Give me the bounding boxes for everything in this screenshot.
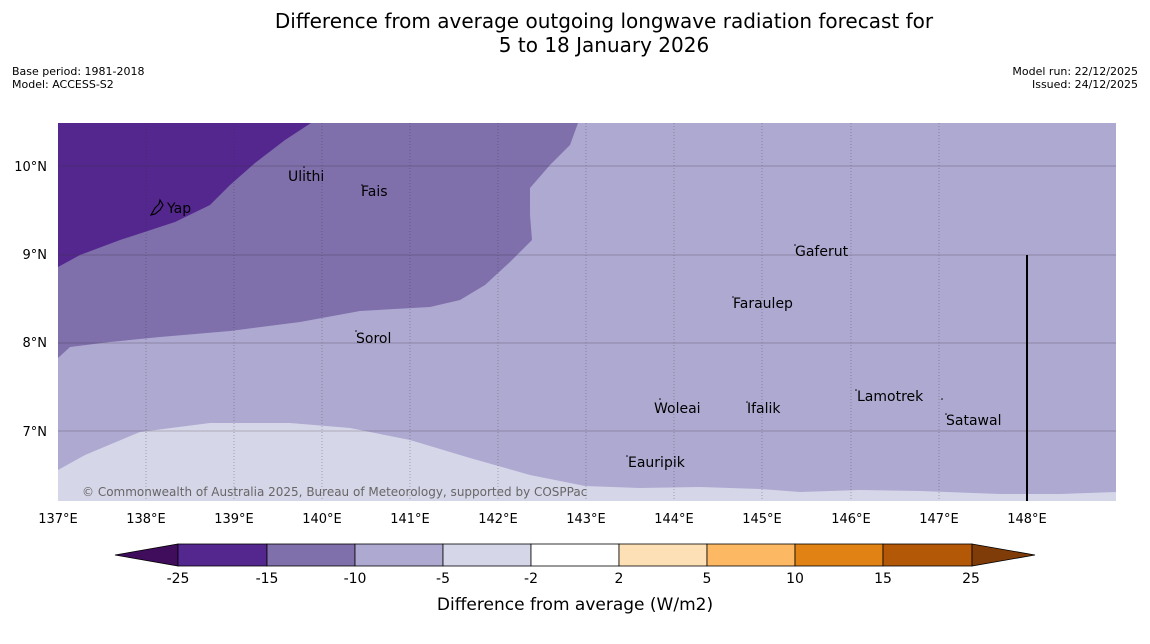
lat-label-7: 7°N xyxy=(23,425,48,440)
lon-label-139: 139°E xyxy=(214,512,254,527)
yap-island-outline xyxy=(149,198,164,216)
lon-label-137: 137°E xyxy=(38,512,78,527)
chart-title: Difference from average outgoing longwav… xyxy=(0,9,1150,57)
place-label-satawal: Satawal xyxy=(946,413,1001,429)
lon-label-140: 140°E xyxy=(302,512,342,527)
place-label-lamotrek: Lamotrek xyxy=(857,389,924,405)
island-dot-gaferut xyxy=(794,244,796,246)
island-dot-ifalik xyxy=(746,401,748,403)
colorbar-bin-9 xyxy=(882,543,973,567)
colorbar-tick-neg5: -5 xyxy=(436,571,450,587)
island-dot-ulithi xyxy=(303,166,305,168)
colorbar-tick-neg2: -2 xyxy=(524,571,538,587)
lon-label-145: 145°E xyxy=(742,512,782,527)
island-dot-extra xyxy=(941,398,943,400)
lat-label-10: 10°N xyxy=(14,160,47,175)
copyright-note: © Commonwealth of Australia 2025, Bureau… xyxy=(82,485,587,499)
title-line-1: Difference from average outgoing longwav… xyxy=(274,9,934,33)
colorbar-tick-10: 10 xyxy=(786,571,804,587)
place-labels: Yap Ulithi Fais Gaferut Faraulep Sorol W… xyxy=(166,169,1001,471)
lat-label-9: 9°N xyxy=(23,248,48,263)
colorbar-bin-8 xyxy=(794,543,884,567)
colorbar-tick-5: 5 xyxy=(703,571,712,587)
island-dot-fais xyxy=(361,184,363,186)
colorbar-tick-15: 15 xyxy=(874,571,892,587)
lon-axis-labels: 137°E 138°E 139°E 140°E 141°E 142°E 143°… xyxy=(38,512,1047,527)
place-label-woleai: Woleai xyxy=(654,401,701,417)
place-label-fais: Fais xyxy=(361,184,388,200)
base-period: Base period: 1981-2018 xyxy=(12,65,145,78)
colorbar-tick-neg10: -10 xyxy=(344,571,367,587)
colorbar-title: Difference from average (W/m2) xyxy=(437,595,713,615)
anomaly-region-neg5-neg2 xyxy=(58,423,1116,501)
anomaly-region-neg25-neg15 xyxy=(58,123,311,267)
colorbar-bin-3 xyxy=(354,543,444,567)
place-label-eauripik: Eauripik xyxy=(628,455,686,471)
colorbar-bin-7 xyxy=(706,543,796,567)
lon-label-144: 144°E xyxy=(654,512,694,527)
meta-right: Model run: 22/12/2025 Issued: 24/12/2025 xyxy=(1012,65,1138,91)
island-dot-satawal xyxy=(945,413,947,415)
lon-label-141: 141°E xyxy=(390,512,430,527)
lon-label-146: 146°E xyxy=(831,512,871,527)
lon-label-143: 143°E xyxy=(566,512,606,527)
colorbar-extend-low xyxy=(114,543,179,567)
lon-label-142: 142°E xyxy=(478,512,518,527)
model-name: Model: ACCESS-S2 xyxy=(12,78,114,91)
place-label-faraulep: Faraulep xyxy=(733,296,793,312)
island-dot-woleai xyxy=(659,398,661,400)
colorbar-extend-high xyxy=(971,543,1036,567)
island-dot-sorol xyxy=(355,330,357,332)
colorbar-bin-2 xyxy=(266,543,356,567)
colorbar-tick-2: 2 xyxy=(615,571,624,587)
title-line-2: 5 to 18 January 2026 xyxy=(498,33,710,57)
colorbar-bin-4 xyxy=(442,543,532,567)
colorbar-bin-6 xyxy=(618,543,708,567)
island-dot-faraulep xyxy=(732,296,734,298)
island-dot-eauripik xyxy=(626,455,628,457)
colorbar-bin-1 xyxy=(177,543,268,567)
island-dots xyxy=(303,166,947,457)
place-label-sorol: Sorol xyxy=(356,331,391,347)
colorbar-bin-5 xyxy=(530,543,620,567)
place-label-ulithi: Ulithi xyxy=(288,169,324,185)
place-label-gaferut: Gaferut xyxy=(795,244,849,260)
lat-label-8: 8°N xyxy=(23,336,48,351)
place-label-ifalik: Ifalik xyxy=(747,401,781,417)
colorbar-legend: -25 -15 -10 -5 -2 2 5 10 15 25 Differenc… xyxy=(114,543,1036,615)
colorbar-tick-neg25: -25 xyxy=(167,571,190,587)
model-run: Model run: 22/12/2025 xyxy=(1012,65,1138,78)
colorbar-tick-25: 25 xyxy=(962,571,980,587)
issued-date: Issued: 24/12/2025 xyxy=(1031,78,1138,91)
map-area: Yap Ulithi Fais Gaferut Faraulep Sorol W… xyxy=(58,123,1116,501)
colorbar-ticks: -25 -15 -10 -5 -2 2 5 10 15 25 xyxy=(167,571,980,587)
meta-left: Base period: 1981-2018 Model: ACCESS-S2 xyxy=(12,65,144,91)
place-label-yap: Yap xyxy=(166,201,191,217)
lon-label-148: 148°E xyxy=(1007,512,1047,527)
lon-label-147: 147°E xyxy=(919,512,959,527)
grid-lines xyxy=(58,123,1116,501)
lon-label-138: 138°E xyxy=(126,512,166,527)
island-dot-lamotrek xyxy=(855,389,857,391)
lat-axis-labels: 10°N 9°N 8°N 7°N xyxy=(14,160,47,440)
colorbar-tick-neg15: -15 xyxy=(256,571,279,587)
